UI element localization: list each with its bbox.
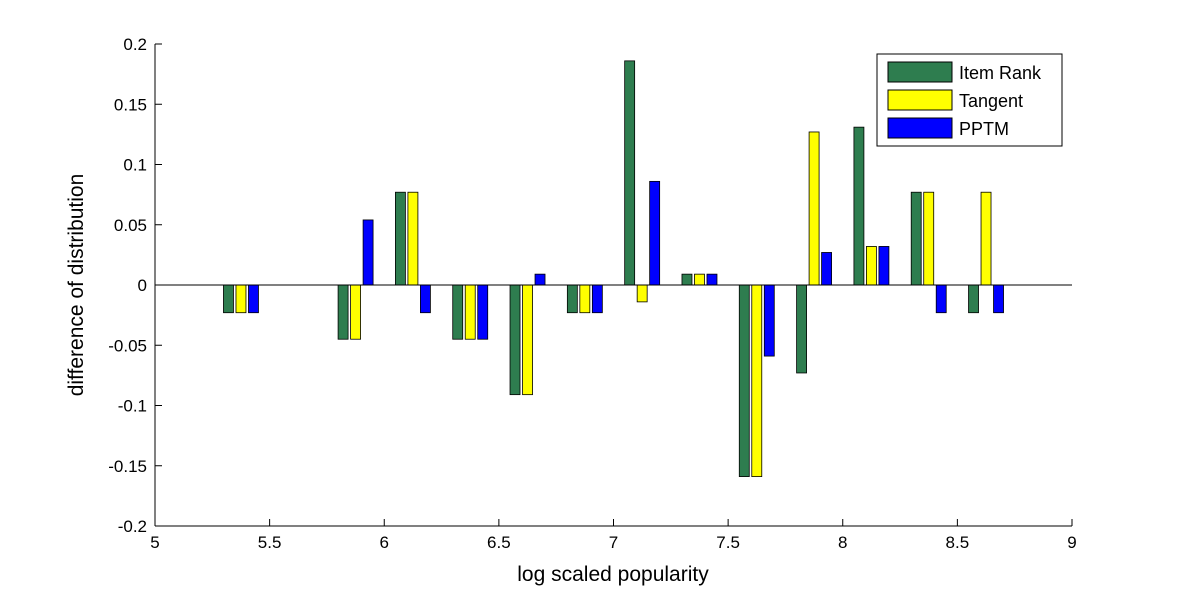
bar-pptm-8 <box>763 284 775 357</box>
bar-tangent-0 <box>235 284 247 314</box>
bar-item-rank-6 <box>624 60 636 286</box>
bar-tangent-10 <box>866 246 877 286</box>
bar-tangent-8 <box>751 284 763 477</box>
bar-item-rank-8 <box>738 284 750 477</box>
legend-label-pptm: PPTM <box>959 119 1009 139</box>
y-tick-label: -0.15 <box>108 457 147 476</box>
x-tick-label: 5.5 <box>258 533 282 552</box>
bar-pptm-7 <box>706 273 718 286</box>
bar-pptm-12 <box>993 284 1004 314</box>
y-axis-title: difference of distribution <box>65 174 88 397</box>
bar-tangent-3 <box>464 284 476 340</box>
bar-tangent-7 <box>694 273 705 286</box>
bar-tangent-5 <box>579 284 591 314</box>
bar-item-rank-4 <box>509 284 521 396</box>
bar-pptm-11 <box>935 284 947 314</box>
bar-item-rank-0 <box>223 284 234 314</box>
legend: Item Rank Tangent PPTM <box>876 53 1063 147</box>
bar-item-rank-1 <box>337 284 349 340</box>
bar-item-rank-7 <box>681 273 693 286</box>
x-axis-title: log scaled popularity <box>517 563 709 586</box>
bar-item-rank-2 <box>395 191 406 286</box>
bar-tangent-2 <box>407 191 419 286</box>
bar-item-rank-9 <box>796 284 807 374</box>
y-tick-label: 0.15 <box>114 95 147 114</box>
bar-pptm-9 <box>821 252 832 286</box>
x-tick-label: 8 <box>838 533 847 552</box>
bar-pptm-10 <box>878 246 890 286</box>
legend-label-item-rank: Item Rank <box>959 63 1042 83</box>
x-tick-label: 6 <box>380 533 389 552</box>
y-tick-label: -0.1 <box>118 397 147 416</box>
x-tick-label: 9 <box>1067 533 1076 552</box>
legend-label-tangent: Tangent <box>959 91 1023 111</box>
legend-swatch-item-rank <box>887 61 953 83</box>
x-tick-label: 7 <box>609 533 618 552</box>
bar-pptm-2 <box>420 284 431 314</box>
bar-pptm-4 <box>534 273 546 286</box>
x-tick-label: 8.5 <box>946 533 970 552</box>
bar-tangent-11 <box>923 191 935 286</box>
bar-pptm-1 <box>362 219 374 286</box>
bar-pptm-3 <box>477 284 489 340</box>
bar-tangent-1 <box>350 284 361 340</box>
y-tick-label: 0.05 <box>114 216 147 235</box>
y-tick-label: 0.2 <box>123 35 147 54</box>
x-tick-label: 5 <box>150 533 159 552</box>
bar-tangent-12 <box>980 191 992 286</box>
bar-pptm-5 <box>591 284 603 314</box>
bar-pptm-0 <box>248 284 259 314</box>
bar-item-rank-3 <box>452 284 464 340</box>
y-tick-label: 0 <box>138 276 147 295</box>
legend-swatch-pptm <box>887 117 953 139</box>
legend-swatch-tangent <box>887 89 953 111</box>
bar-tangent-6 <box>636 284 648 303</box>
y-tick-label: -0.05 <box>108 336 147 355</box>
y-tick-label: 0.1 <box>123 156 147 175</box>
x-tick-label: 6.5 <box>487 533 511 552</box>
x-ticks-group: 5 5.5 6 6.5 7 7.5 8 8.5 9 <box>150 519 1077 552</box>
bar-pptm-6 <box>649 180 661 286</box>
y-tick-label: -0.2 <box>118 517 147 536</box>
y-ticks-group: -0.2 -0.15 -0.1 -0.05 0 0.05 0.1 0.15 0.2 <box>108 35 162 536</box>
x-tick-label: 7.5 <box>716 533 740 552</box>
bar-tangent-4 <box>522 284 533 396</box>
bar-item-rank-10 <box>853 126 865 286</box>
bar-item-rank-5 <box>566 284 578 314</box>
bar-item-rank-12 <box>968 284 979 314</box>
bar-item-rank-11 <box>910 191 922 286</box>
bar-tangent-9 <box>808 131 820 286</box>
